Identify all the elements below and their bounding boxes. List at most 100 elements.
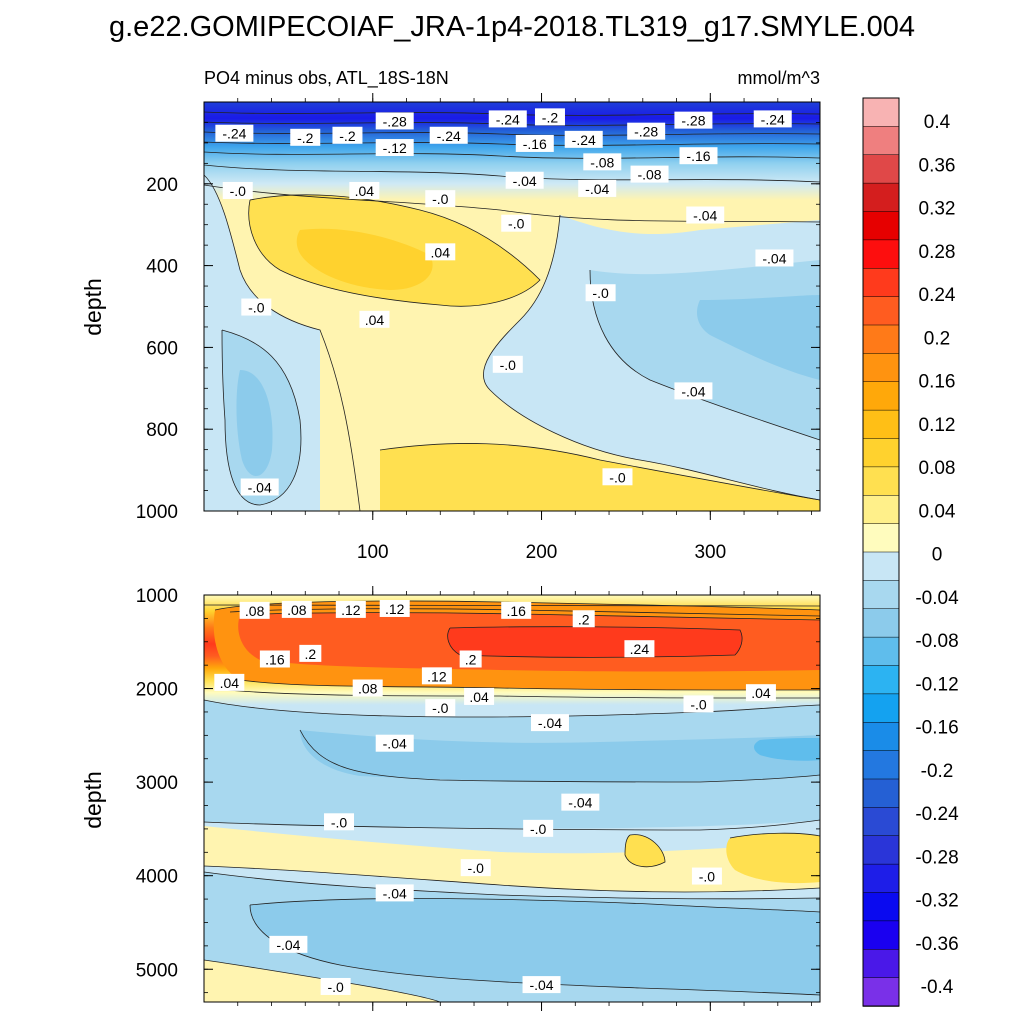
- colorbar: 0.4 0.36 0.32 0.28 0.24 0.2 0.16 0.12 0.08 0.04 0 -…: [862, 97, 959, 1007]
- xtick-label: 200: [526, 542, 558, 563]
- colorbar-label: -0.16: [915, 718, 958, 739]
- contour-label-text: .04: [365, 312, 385, 328]
- colorbar-label: -0.36: [915, 934, 958, 955]
- panel-upper-ylabel: depth: [80, 278, 106, 336]
- colorbar-label: 0.4: [924, 112, 951, 133]
- contour-label-text: -.0: [592, 285, 609, 301]
- contour-label-bg: [505, 171, 544, 189]
- contour-label-bg: [214, 673, 245, 691]
- colorbar-swatch: [862, 353, 900, 383]
- contour-label-text: -.0: [331, 814, 348, 830]
- contour-label-text: -.2: [542, 109, 559, 125]
- contour-label: -.04: [530, 714, 569, 732]
- contour-label-text: -.04: [513, 173, 537, 189]
- contour-label: -.0: [585, 284, 616, 302]
- panel-upper-contour-labels: -.24 -.2 -.2-.28-.12-.24-.24 -.2-.16 -.24-.2…: [215, 108, 794, 496]
- contour-label-text: -.24: [222, 126, 246, 142]
- contour-label: -.0: [691, 867, 722, 885]
- contour-label: -.04: [375, 734, 414, 752]
- contour-label: -.12: [375, 139, 414, 157]
- contour-label: .16: [501, 601, 532, 619]
- contour-label-bg: [335, 600, 366, 618]
- colorbar-swatch: [862, 154, 900, 184]
- contour-label-bg: [745, 684, 776, 702]
- contour-label: -.16: [515, 134, 554, 152]
- contour-label-text: -.24: [761, 111, 785, 127]
- contour-label: -.04: [686, 206, 725, 224]
- ytick-label: 600: [146, 338, 178, 359]
- contour-label-bg: [686, 206, 725, 224]
- contour-label: .08: [352, 679, 383, 697]
- contour-label-text: .24: [630, 641, 650, 657]
- contour-label: -.04: [561, 793, 600, 811]
- colorbar-swatch: [862, 551, 900, 582]
- contour-label-text: .04: [355, 183, 375, 199]
- contour-label-bg: [691, 867, 722, 885]
- contour-label: -.28: [627, 122, 666, 140]
- contour-label-text: .04: [431, 244, 451, 260]
- colorbar-swatch: [862, 381, 900, 411]
- contour-label: -.0: [523, 819, 554, 837]
- contour-label: .08: [281, 600, 312, 618]
- contour-label-bg: [241, 298, 272, 316]
- colorbar-swatch: [862, 211, 900, 241]
- ytick-label: 5000: [136, 960, 178, 981]
- contour-label-bg: [753, 110, 792, 128]
- contour-label-text: -.24: [437, 128, 461, 144]
- contour-label-text: -.04: [538, 715, 562, 731]
- contour-label: -.08: [630, 165, 669, 183]
- contour-label-text: -.04: [568, 795, 592, 811]
- colorbar-swatch: [862, 409, 900, 440]
- contour-label-bg: [375, 139, 414, 157]
- colorbar-label: 0.36: [919, 155, 956, 176]
- colorbar-swatch: [862, 892, 900, 922]
- contour-label-bg: [534, 108, 565, 126]
- contour-label-text: -.04: [529, 977, 553, 993]
- contour-label-text: -.0: [508, 216, 525, 232]
- contour-label: .08: [239, 601, 270, 619]
- contour-label-bg: [359, 310, 390, 328]
- contour-label: .12: [335, 600, 366, 618]
- ytick-label: 800: [146, 420, 178, 441]
- contour-label-bg: [222, 181, 253, 199]
- contour-label-bg: [240, 478, 279, 496]
- contour-label-text: .04: [220, 675, 240, 691]
- contour-label-text: -.04: [762, 250, 786, 266]
- contour-label-bg: [375, 884, 414, 902]
- contour-label: .12: [421, 667, 452, 685]
- ytick-label: 1000: [136, 502, 178, 523]
- colorbar-swatch: [862, 920, 900, 950]
- contour-label-text: -.12: [383, 140, 407, 156]
- contour-label: .04: [349, 181, 380, 199]
- contour-label: -.0: [602, 468, 633, 486]
- contour-label-bg: [630, 165, 669, 183]
- figure-title: g.e22.GOMIPECOIAF_JRA-1p4-2018.TL319_g17…: [109, 11, 915, 43]
- contour-label: -.24: [429, 126, 468, 144]
- contour-label-text: .04: [469, 689, 489, 705]
- contour-label-bg: [578, 179, 617, 197]
- contour-label-bg: [459, 650, 482, 668]
- contour-label-bg: [281, 600, 312, 618]
- contour-label-text: .08: [245, 603, 265, 619]
- ytick-label: 200: [146, 175, 178, 196]
- colorbar-swatch: [862, 750, 900, 780]
- colorbar-label: -0.4: [921, 977, 954, 998]
- contour-label-bg: [425, 243, 456, 261]
- contour-label-bg: [492, 355, 523, 373]
- contour-label: .04: [745, 684, 776, 702]
- contour-label-text: .2: [465, 651, 477, 667]
- contour-label-bg: [683, 695, 714, 713]
- contour-label-text: .08: [287, 602, 307, 618]
- contour-label-bg: [425, 699, 456, 717]
- colorbar-swatch: [862, 495, 900, 525]
- contour-label-text: .2: [578, 611, 590, 627]
- panel-upper-field: [204, 102, 820, 511]
- contour-label: -.04: [578, 179, 617, 197]
- contour-label: -.04: [240, 478, 279, 496]
- contour-label-bg: [583, 153, 622, 171]
- contour-label-bg: [269, 935, 308, 953]
- colorbar-swatch: [862, 466, 900, 496]
- contour-label-text: -.0: [432, 191, 449, 207]
